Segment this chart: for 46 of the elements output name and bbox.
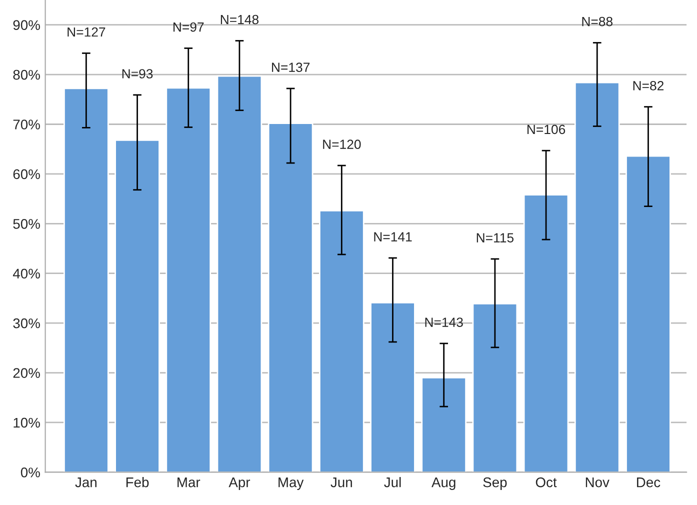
annotation: N=148 [220,14,259,24]
x-tick-label: Nov [586,478,610,488]
x-tick-label: Aug [432,478,456,490]
bar [472,302,518,472]
y-tick-label: 0% [20,468,40,478]
x-tick-label: Jan [75,478,96,488]
x-tick-label: Apr [228,478,250,490]
y-tick-label: 60% [13,169,40,180]
y-tick-label: 80% [13,70,40,80]
annotation: N=106 [527,124,566,134]
bar [64,88,109,472]
y-tick-label: 10% [14,418,40,428]
x-tick-label: Sep [483,477,507,490]
x-tick-label: Feb [126,477,149,488]
x-tick-label: Jul [384,477,401,488]
annotation: N=82 [633,81,664,90]
y-tick-label: 90% [13,20,40,30]
y-tick-label: 30% [13,318,40,328]
annotation: N=120 [323,140,361,150]
bar [574,82,620,472]
annotation: N=88 [582,16,613,26]
x-tick-label: Dec [637,478,660,488]
bar [114,139,160,472]
x-tick-label: Jun [330,478,352,488]
bar [626,155,671,472]
annotation: N=97 [174,22,204,32]
bar [166,87,212,472]
y-tick-label: 70% [13,120,40,130]
x-tick-label: Oct [536,477,557,488]
annotation: N=93 [122,69,153,78]
annotation: N=115 [476,233,514,242]
bar [268,122,314,472]
annotation: N=143 [425,318,463,327]
annotation: N=137 [272,62,310,72]
bar [318,210,364,472]
bar [216,75,262,472]
bar [370,302,416,472]
annotation: N=127 [68,27,106,37]
y-tick-label: 20% [13,368,40,378]
bar [421,377,467,472]
bar [523,194,569,472]
y-tick-label: 40% [12,268,40,279]
annotation: N=141 [374,232,412,242]
y-tick-label: 50% [13,218,40,229]
x-tick-label: Mar [178,478,200,488]
x-tick-label: May [278,478,304,490]
